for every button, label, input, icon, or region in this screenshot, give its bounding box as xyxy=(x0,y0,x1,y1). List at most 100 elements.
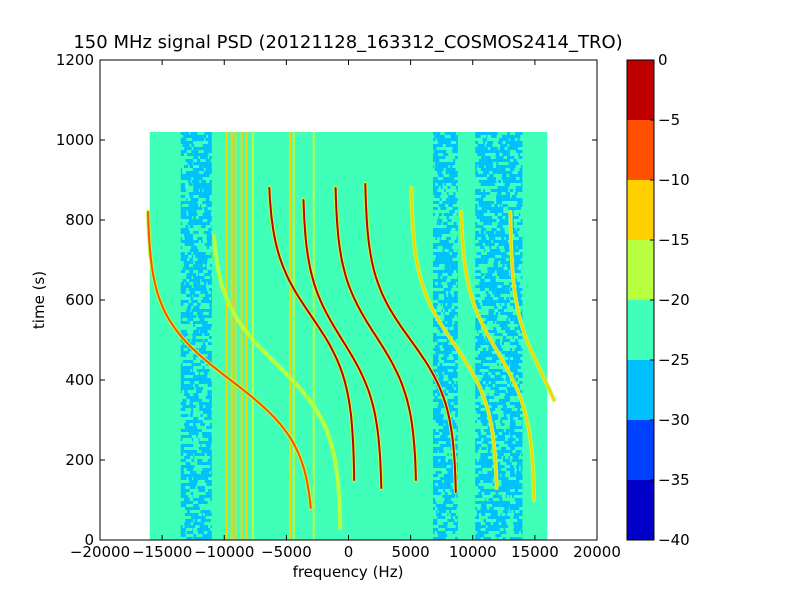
noise-cell xyxy=(453,420,455,423)
noise-cell xyxy=(186,276,191,279)
noise-cell xyxy=(439,234,441,237)
noise-cell xyxy=(433,261,439,264)
noise-cell xyxy=(510,348,512,351)
noise-cell xyxy=(507,507,509,510)
noise-cell xyxy=(505,432,509,435)
noise-cell xyxy=(448,327,449,330)
noise-cell xyxy=(496,162,498,165)
noise-cell xyxy=(181,450,182,453)
noise-cell xyxy=(446,261,449,264)
noise-cell xyxy=(189,183,193,186)
noise-cell xyxy=(510,435,511,438)
noise-cell xyxy=(492,489,495,492)
noise-cell xyxy=(181,177,185,180)
noise-cell xyxy=(453,309,456,312)
noise-cell xyxy=(205,405,210,408)
noise-cell xyxy=(445,495,450,498)
noise-cell xyxy=(433,519,434,522)
noise-cell xyxy=(193,204,198,207)
noise-cell xyxy=(488,270,490,273)
noise-cell xyxy=(209,300,212,303)
noise-cell xyxy=(510,198,515,201)
noise-cell xyxy=(514,426,517,429)
noise-cell xyxy=(483,339,485,342)
noise-cell xyxy=(193,339,195,342)
noise-cell xyxy=(448,399,452,402)
noise-cell xyxy=(480,489,486,492)
noise-cell xyxy=(439,510,445,513)
noise-cell xyxy=(209,288,212,291)
noise-cell xyxy=(438,216,439,219)
noise-cell xyxy=(191,366,193,369)
noise-cell xyxy=(507,387,510,390)
noise-cell xyxy=(187,387,190,390)
noise-cell xyxy=(506,159,510,162)
noise-cell xyxy=(508,150,510,153)
noise-cell xyxy=(193,420,199,423)
noise-cell xyxy=(433,393,435,396)
noise-cell xyxy=(191,150,193,153)
noise-cell xyxy=(450,267,452,270)
noise-cell xyxy=(489,174,494,177)
noise-cell xyxy=(477,531,483,534)
noise-cell xyxy=(457,285,458,288)
noise-cell xyxy=(484,258,489,261)
noise-cell xyxy=(181,171,182,174)
noise-cell xyxy=(481,255,485,258)
noise-cell xyxy=(480,462,485,465)
noise-cell xyxy=(202,261,204,264)
noise-cell xyxy=(443,384,449,387)
noise-cell xyxy=(184,525,187,528)
noise-cell xyxy=(453,159,455,162)
noise-cell xyxy=(487,267,492,270)
noise-cell xyxy=(187,378,189,381)
noise-cell xyxy=(513,456,519,459)
noise-cell xyxy=(208,255,211,258)
noise-cell xyxy=(498,282,501,285)
noise-cell xyxy=(456,354,457,357)
noise-cell xyxy=(491,183,495,186)
noise-cell xyxy=(198,294,199,297)
noise-cell xyxy=(192,138,193,141)
noise-cell xyxy=(450,171,454,174)
noise-cell xyxy=(188,489,190,492)
noise-cell xyxy=(206,426,209,429)
noise-cell xyxy=(457,429,458,432)
noise-cell xyxy=(514,513,520,516)
noise-cell xyxy=(200,312,203,315)
noise-cell xyxy=(517,444,519,447)
noise-cell xyxy=(485,315,488,318)
noise-cell xyxy=(210,306,212,309)
noise-cell xyxy=(503,417,507,420)
noise-cell xyxy=(205,258,208,261)
noise-cell xyxy=(510,432,513,435)
noise-cell xyxy=(492,483,493,486)
noise-cell xyxy=(199,495,204,498)
noise-cell xyxy=(445,228,449,231)
noise-cell xyxy=(495,267,499,270)
noise-cell xyxy=(484,240,489,243)
noise-cell xyxy=(510,441,513,444)
noise-cell xyxy=(451,471,453,474)
noise-cell xyxy=(502,168,506,171)
noise-cell xyxy=(509,282,510,285)
noise-cell xyxy=(435,252,437,255)
noise-cell xyxy=(443,426,445,429)
noise-cell xyxy=(454,396,458,399)
noise-cell xyxy=(438,276,441,279)
noise-cell xyxy=(203,135,206,138)
noise-cell xyxy=(208,438,212,441)
noise-cell xyxy=(454,132,456,135)
noise-cell xyxy=(485,192,489,195)
noise-cell xyxy=(489,498,493,501)
noise-cell xyxy=(516,465,520,468)
noise-cell xyxy=(445,435,447,438)
noise-cell xyxy=(433,498,435,501)
noise-cell xyxy=(210,498,212,501)
noise-cell xyxy=(193,315,196,318)
noise-cell xyxy=(503,138,508,141)
noise-cell xyxy=(496,195,502,198)
noise-cell xyxy=(187,435,192,438)
noise-cell xyxy=(190,405,193,408)
noise-cell xyxy=(444,480,445,483)
